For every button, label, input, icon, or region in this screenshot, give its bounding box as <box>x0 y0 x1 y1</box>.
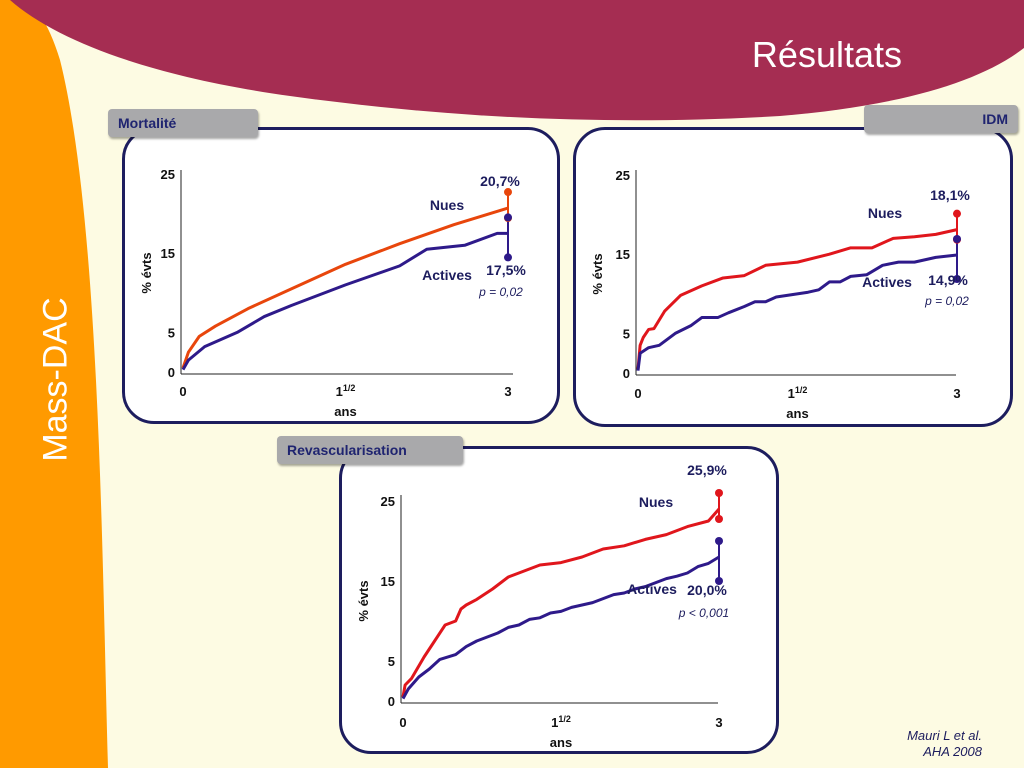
chart-panel-mortalite: 0 5 15 25 0 11/2 3 ans % évts Nues Actives 20,7% 17,… <box>122 127 560 424</box>
nues-end-value: 18,1% <box>930 187 970 203</box>
actives-upper-dot <box>504 213 512 222</box>
y-tick-label: 25 <box>161 167 175 182</box>
p-value: p = 0,02 <box>924 294 969 308</box>
citation-author: Mauri L et al. <box>907 728 982 743</box>
actives-lower-dot <box>715 577 723 585</box>
series-line-nues <box>636 228 958 370</box>
p-value: p < 0,001 <box>678 606 729 620</box>
x-axis-label: ans <box>334 404 356 419</box>
x-tick-label: 3 <box>504 384 511 399</box>
x-tick-label: 3 <box>953 386 960 401</box>
y-axis-label: % évts <box>139 252 154 293</box>
actives-upper-dot <box>953 234 961 243</box>
chart-svg-revascularisation: 0 5 15 25 0 11/2 3 ans % évts Nues Actives 25,9% 20,… <box>356 462 729 750</box>
tab-idm[interactable]: IDM <box>864 105 1018 133</box>
nues-end-value: 20,7% <box>480 173 520 189</box>
nues-upper-dot <box>953 209 961 218</box>
y-tick-label: 5 <box>388 654 395 669</box>
nues-upper-dot <box>504 188 512 197</box>
x-tick-label: 11/2 <box>336 383 356 399</box>
page-title: Résultats <box>751 34 902 75</box>
series-line-nues <box>181 206 509 369</box>
actives-end-value: 14,9% <box>928 272 968 288</box>
citation: Mauri L et al. AHA 2008 <box>907 728 982 760</box>
nues-end-value: 25,9% <box>687 462 727 478</box>
y-tick-label: 0 <box>168 365 175 380</box>
series-label-nues: Nues <box>868 205 902 221</box>
sidebar-title: Mass-DAC <box>36 297 75 462</box>
y-tick-label: 0 <box>623 366 630 381</box>
x-tick-label: 3 <box>715 715 722 730</box>
chart-svg-idm: 0 5 15 25 0 11/2 3 ans % évts Nues Actives 18,1% 14,… <box>590 168 970 421</box>
series-line-nues <box>401 508 721 698</box>
y-axis-label: % évts <box>356 580 371 621</box>
citation-source: AHA 2008 <box>923 744 982 759</box>
actives-upper-dot <box>715 537 723 545</box>
y-tick-label: 0 <box>388 694 395 709</box>
y-tick-label: 5 <box>623 326 630 341</box>
x-tick-label: 11/2 <box>788 385 808 401</box>
chart-svg-mortalite: 0 5 15 25 0 11/2 3 ans % évts Nues Actives 20,7% 17,… <box>139 167 526 419</box>
x-axis-label: ans <box>550 735 572 750</box>
x-tick-label: 11/2 <box>551 714 571 730</box>
header-band <box>10 0 1024 121</box>
series-label-actives: Actives <box>862 274 912 290</box>
series-line-actives <box>181 231 508 371</box>
x-tick-label: 0 <box>399 715 406 730</box>
y-tick-label: 25 <box>616 168 630 183</box>
nues-lower-dot <box>715 515 723 523</box>
actives-lower-dot <box>504 253 512 262</box>
actives-end-value: 20,0% <box>687 582 727 598</box>
series-line-actives <box>636 253 958 371</box>
series-label-nues: Nues <box>430 197 464 213</box>
tab-revascularisation[interactable]: Revascularisation <box>277 436 463 464</box>
x-axis-label: ans <box>786 406 808 421</box>
x-tick-label: 0 <box>179 384 186 399</box>
x-tick-label: 0 <box>634 386 641 401</box>
series-label-actives: Actives <box>422 267 472 283</box>
y-tick-label: 25 <box>381 494 395 509</box>
y-axis-label: % évts <box>590 253 605 294</box>
p-value: p = 0,02 <box>478 285 523 299</box>
sidebar-band <box>0 0 108 768</box>
series-line-actives <box>401 555 720 700</box>
chart-panel-revascularisation: 0 5 15 25 0 11/2 3 ans % évts Nues Actives 25,9% 20,… <box>339 446 779 754</box>
y-tick-label: 5 <box>168 325 175 340</box>
tab-mortalite[interactable]: Mortalité <box>108 109 258 137</box>
y-tick-label: 15 <box>616 247 630 262</box>
y-tick-label: 15 <box>161 246 175 261</box>
chart-panel-idm: 0 5 15 25 0 11/2 3 ans % évts Nues Actives 18,1% 14,… <box>573 127 1013 427</box>
nues-upper-dot <box>715 489 723 497</box>
series-label-actives: Actives <box>627 581 677 597</box>
actives-end-value: 17,5% <box>486 262 526 278</box>
y-tick-label: 15 <box>381 574 395 589</box>
series-label-nues: Nues <box>639 494 673 510</box>
actives-lower-dot <box>953 274 961 283</box>
